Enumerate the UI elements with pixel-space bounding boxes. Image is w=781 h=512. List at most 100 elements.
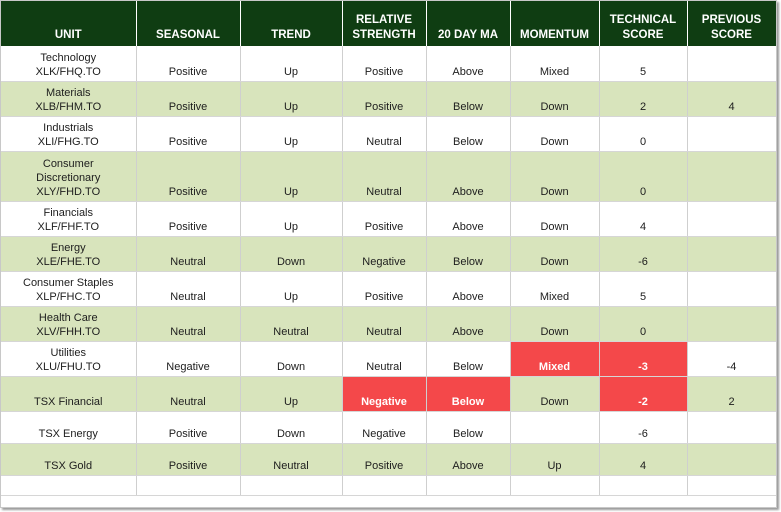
seasonal-cell: Negative (136, 341, 241, 377)
technical-score-cell: 0 (599, 151, 688, 202)
previous-score-cell (687, 46, 776, 82)
table-row: Financials XLF/FHF.TO Positive Up Positiv… (1, 201, 776, 237)
technical-score-table: UNIT SEASONAL TREND RELATIVE STRENGTH 20 … (1, 1, 776, 496)
relative-strength-cell: Negative (342, 236, 427, 272)
trend-cell: Up (240, 46, 343, 82)
trend-cell: Up (240, 81, 343, 117)
unit-cell: Utilities XLU/FHU.TO (1, 341, 137, 377)
table-row: Energy XLE/FHE.TO Neutral Down Negative B… (1, 236, 776, 272)
seasonal-cell: Neutral (136, 271, 241, 307)
ma-cell: Above (426, 271, 511, 307)
table-row: TSX Energy Positive Down Negative Below … (1, 411, 776, 444)
previous-score-cell (687, 271, 776, 307)
ma-cell: Above (426, 201, 511, 237)
ma-cell: Above (426, 46, 511, 82)
technical-score-cell-flagged: -3 (599, 341, 688, 377)
ma-cell-flagged: Below (426, 376, 511, 412)
header-row: UNIT SEASONAL TREND RELATIVE STRENGTH 20 … (1, 1, 776, 46)
table-row: Consumer Staples XLP/FHC.TO Neutral Up Po… (1, 271, 776, 307)
table-row: TSX Gold Positive Neutral Positive Above… (1, 443, 776, 476)
previous-score-cell (687, 201, 776, 237)
technical-score-cell: 4 (599, 201, 688, 237)
header-previous-score: PREVIOUS SCORE (687, 1, 776, 46)
unit-cell: Health Care XLV/FHH.TO (1, 306, 137, 342)
unit-cell: TSX Financial (1, 376, 137, 412)
header-seasonal: SEASONAL (136, 1, 241, 46)
unit-cell: Financials XLF/FHF.TO (1, 201, 137, 237)
seasonal-cell: Positive (136, 46, 241, 82)
relative-strength-cell-flagged: Negative (342, 376, 427, 412)
empty-cell (136, 475, 241, 496)
seasonal-cell: Positive (136, 411, 241, 444)
unit-cell: Consumer Discretionary XLY/FHD.TO (1, 151, 137, 202)
trend-cell: Up (240, 201, 343, 237)
seasonal-cell: Positive (136, 116, 241, 152)
empty-cell (240, 475, 343, 496)
ma-cell: Below (426, 116, 511, 152)
seasonal-cell: Positive (136, 443, 241, 476)
relative-strength-cell: Neutral (342, 341, 427, 377)
momentum-cell: Down (510, 376, 600, 412)
momentum-cell (510, 411, 600, 444)
technical-score-cell: 5 (599, 271, 688, 307)
relative-strength-cell: Negative (342, 411, 427, 444)
table-row: TSX Financial Neutral Up Negative Below … (1, 376, 776, 412)
previous-score-cell (687, 151, 776, 202)
table-row-empty (1, 475, 776, 496)
trend-cell: Up (240, 271, 343, 307)
relative-strength-cell: Neutral (342, 151, 427, 202)
unit-cell: Consumer Staples XLP/FHC.TO (1, 271, 137, 307)
table-row: Materials XLB/FHM.TO Positive Up Positive… (1, 81, 776, 117)
seasonal-cell: Positive (136, 151, 241, 202)
momentum-cell: Down (510, 81, 600, 117)
unit-cell: Industrials XLI/FHG.TO (1, 116, 137, 152)
table-row: Industrials XLI/FHG.TO Positive Up Neutra… (1, 116, 776, 152)
trend-cell: Up (240, 151, 343, 202)
empty-cell (426, 475, 511, 496)
header-technical-score: TECHNICAL SCORE (599, 1, 688, 46)
seasonal-cell: Neutral (136, 236, 241, 272)
ma-cell: Below (426, 236, 511, 272)
table-row: Health Care XLV/FHH.TO Neutral Neutral Ne… (1, 306, 776, 342)
empty-cell (599, 475, 688, 496)
momentum-cell-flagged: Mixed (510, 341, 600, 377)
trend-cell: Neutral (240, 306, 343, 342)
previous-score-cell (687, 306, 776, 342)
technical-score-cell: 4 (599, 443, 688, 476)
momentum-cell: Down (510, 306, 600, 342)
unit-cell: TSX Energy (1, 411, 137, 444)
empty-cell (342, 475, 427, 496)
ma-cell: Below (426, 411, 511, 444)
technical-score-cell-flagged: -2 (599, 376, 688, 412)
header-unit: UNIT (1, 1, 137, 46)
technical-score-cell: 0 (599, 116, 688, 152)
empty-cell (510, 475, 600, 496)
unit-cell: Materials XLB/FHM.TO (1, 81, 137, 117)
technical-score-cell: -6 (599, 411, 688, 444)
technical-score-cell: 2 (599, 81, 688, 117)
previous-score-cell: 4 (687, 81, 776, 117)
previous-score-cell: 2 (687, 376, 776, 412)
trend-cell: Down (240, 411, 343, 444)
previous-score-cell (687, 116, 776, 152)
header-relative-strength: RELATIVE STRENGTH (342, 1, 427, 46)
ma-cell: Below (426, 81, 511, 117)
relative-strength-cell: Positive (342, 271, 427, 307)
empty-cell (1, 475, 137, 496)
relative-strength-cell: Neutral (342, 116, 427, 152)
unit-cell: Technology XLK/FHQ.TO (1, 46, 137, 82)
table-row: Utilities XLU/FHU.TO Negative Down Neutra… (1, 341, 776, 377)
header-momentum: MOMENTUM (510, 1, 600, 46)
previous-score-cell: -4 (687, 341, 776, 377)
trend-cell: Down (240, 341, 343, 377)
momentum-cell: Down (510, 151, 600, 202)
relative-strength-cell: Positive (342, 81, 427, 117)
relative-strength-cell: Positive (342, 201, 427, 237)
momentum-cell: Down (510, 236, 600, 272)
trend-cell: Neutral (240, 443, 343, 476)
ma-cell: Below (426, 341, 511, 377)
relative-strength-cell: Positive (342, 46, 427, 82)
momentum-cell: Down (510, 116, 600, 152)
previous-score-cell (687, 411, 776, 444)
